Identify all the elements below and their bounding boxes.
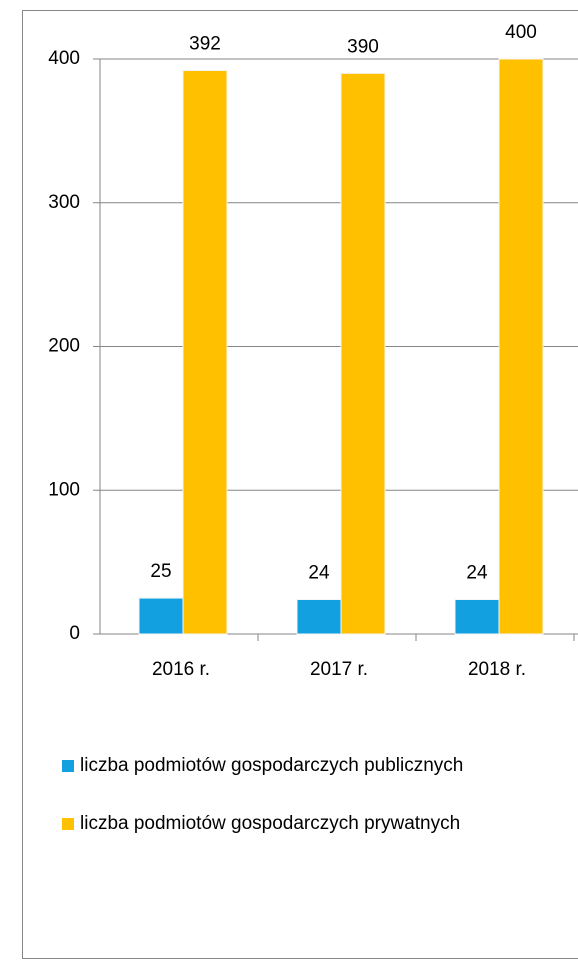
y-tick-label: 300 xyxy=(48,192,80,213)
data-label: 25 xyxy=(150,561,171,582)
x-tick-label: 2016 r. xyxy=(152,659,210,680)
bar xyxy=(296,599,342,635)
legend-swatch xyxy=(62,818,74,830)
data-label: 24 xyxy=(308,563,330,584)
data-label: 390 xyxy=(347,36,379,57)
y-tick-label: 100 xyxy=(48,479,80,500)
bar xyxy=(454,599,500,635)
legend-label: liczba podmiotów gospodarczych prywatnyc… xyxy=(80,813,460,834)
x-tick-label: 2017 r. xyxy=(310,659,368,680)
bar xyxy=(138,597,184,635)
data-label: 392 xyxy=(189,34,221,55)
chart-frame xyxy=(22,10,578,959)
data-label: 24 xyxy=(466,563,488,584)
legend-swatch xyxy=(62,760,74,772)
data-label: 400 xyxy=(505,22,537,43)
bar xyxy=(498,58,544,635)
bar xyxy=(182,70,228,635)
y-tick-label: 200 xyxy=(48,336,80,357)
legend-label: liczba podmiotów gospodarczych publiczny… xyxy=(80,755,463,776)
y-tick-label: 0 xyxy=(69,623,80,644)
bar xyxy=(340,72,386,635)
y-tick-label: 400 xyxy=(48,48,80,69)
x-tick-label: 2018 r. xyxy=(468,659,526,680)
